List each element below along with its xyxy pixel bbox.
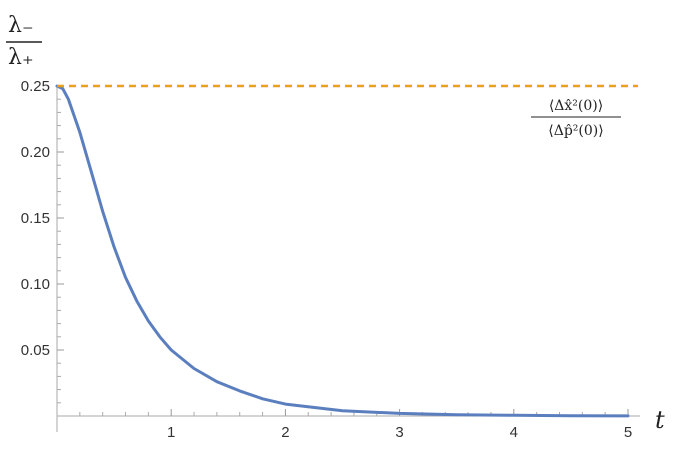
y-tick-label: 0.05 <box>21 342 50 359</box>
x-tick-label: 3 <box>395 424 403 441</box>
x-tick-label: 4 <box>510 424 518 441</box>
y-tick-label: 0.10 <box>21 276 50 293</box>
eigenvalue-ratio-curve <box>55 84 630 418</box>
y-tick-label: 0.25 <box>21 78 50 95</box>
series-layer <box>55 84 638 418</box>
annotation-denominator: ⟨Δp̂²(0)⟩ <box>548 123 603 139</box>
y-tick-label: 0.20 <box>21 144 50 161</box>
y-tick-label: 0.15 <box>21 210 50 227</box>
x-tick-label: 5 <box>624 424 632 441</box>
annotation-numerator: ⟨Δx̂²(0)⟩ <box>549 98 603 114</box>
labels: λ₋ λ₊ t ⟨Δx̂²(0)⟩ ⟨Δp̂²(0)⟩ <box>6 13 665 434</box>
x-tick-label: 1 <box>167 424 175 441</box>
x-tick-label: 2 <box>281 424 289 441</box>
y-axis-label-denominator: λ₊ <box>8 45 34 70</box>
x-axis-label: t <box>655 406 665 434</box>
axes: 1 2 3 4 5 0.05 0.10 0.15 0.20 0.25 <box>21 78 640 441</box>
y-axis-label-numerator: λ₋ <box>8 13 34 38</box>
